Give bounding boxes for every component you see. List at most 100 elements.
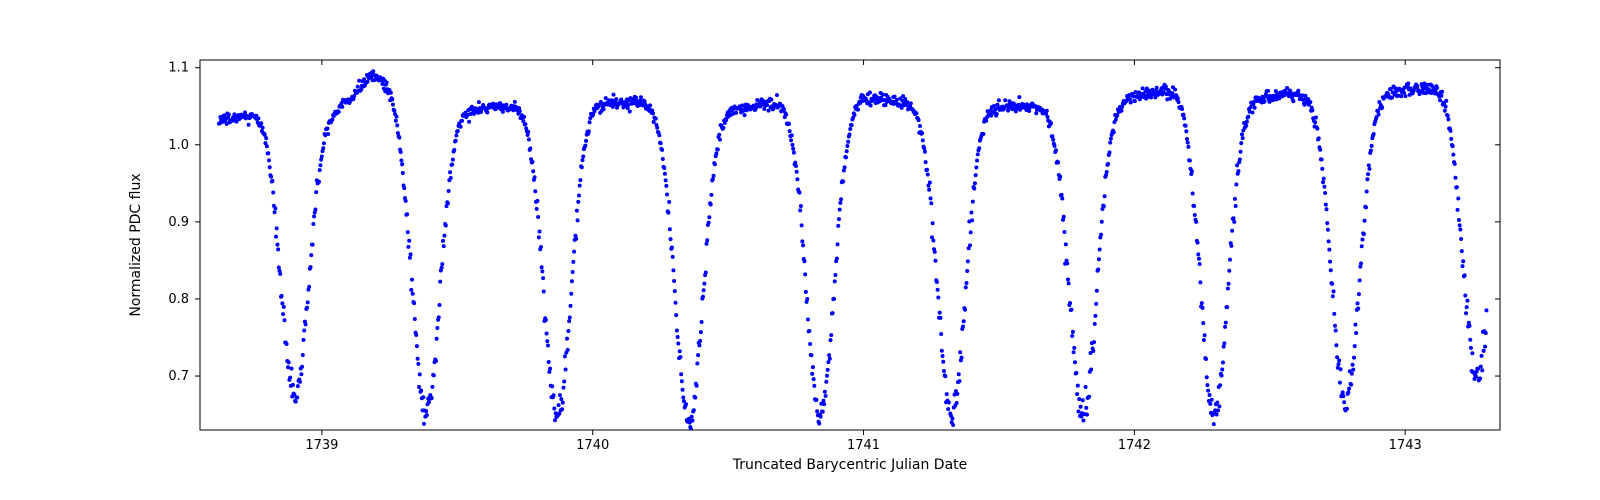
data-point xyxy=(1456,208,1460,212)
y-tick-label: 0.9 xyxy=(168,215,189,230)
data-point xyxy=(411,292,415,296)
data-point xyxy=(1351,368,1355,372)
data-point xyxy=(680,379,684,383)
data-point xyxy=(397,136,401,140)
data-point xyxy=(1218,383,1222,387)
data-point xyxy=(291,383,295,387)
data-point xyxy=(1228,258,1232,262)
data-point xyxy=(957,372,961,376)
data-point xyxy=(294,400,298,404)
data-point xyxy=(1056,161,1060,165)
data-point xyxy=(697,343,701,347)
data-point xyxy=(302,338,306,342)
data-point xyxy=(562,379,566,383)
data-point xyxy=(1478,376,1482,380)
data-point xyxy=(929,201,933,205)
data-point xyxy=(547,360,551,364)
data-point xyxy=(1460,249,1464,253)
data-point xyxy=(281,312,285,316)
data-point xyxy=(278,272,282,276)
data-point xyxy=(678,349,682,353)
data-point xyxy=(1202,338,1206,342)
data-point xyxy=(1484,331,1488,335)
data-point xyxy=(300,365,304,369)
data-point xyxy=(424,409,428,413)
data-point xyxy=(407,239,411,243)
data-point xyxy=(578,184,582,188)
data-point xyxy=(588,120,592,124)
data-point xyxy=(700,320,704,324)
data-point xyxy=(1328,260,1332,264)
data-point xyxy=(1065,261,1069,265)
data-point xyxy=(1108,141,1112,145)
data-point xyxy=(414,333,418,337)
data-point xyxy=(931,221,935,225)
data-point xyxy=(1060,196,1064,200)
data-point xyxy=(812,384,816,388)
data-point xyxy=(401,171,405,175)
data-point xyxy=(921,138,925,142)
data-point xyxy=(1365,190,1369,194)
data-point xyxy=(984,119,988,123)
data-point xyxy=(326,132,330,136)
data-point xyxy=(418,372,422,376)
data-point xyxy=(440,266,444,270)
data-point xyxy=(681,388,685,392)
data-point xyxy=(936,296,940,300)
data-point xyxy=(695,362,699,366)
data-point xyxy=(702,288,706,292)
data-point xyxy=(1341,390,1345,394)
data-point xyxy=(958,350,962,354)
data-point xyxy=(707,215,711,219)
data-point xyxy=(1451,153,1455,157)
data-point xyxy=(1263,99,1267,103)
data-point xyxy=(1093,314,1097,318)
data-point xyxy=(321,146,325,150)
data-point xyxy=(1074,371,1078,375)
data-point xyxy=(1245,120,1249,124)
data-point xyxy=(1227,269,1231,273)
data-point xyxy=(1444,105,1448,109)
data-point xyxy=(957,379,961,383)
data-point xyxy=(406,230,410,234)
data-point xyxy=(1446,114,1450,118)
data-point xyxy=(442,234,446,238)
data-point xyxy=(1222,341,1226,345)
data-point xyxy=(709,193,713,197)
data-point xyxy=(1134,90,1138,94)
data-point xyxy=(936,288,940,292)
data-point xyxy=(784,113,788,117)
data-point xyxy=(832,297,836,301)
data-point xyxy=(1058,175,1062,179)
data-point xyxy=(550,384,554,388)
data-point xyxy=(454,134,458,138)
data-point xyxy=(1216,408,1220,412)
data-point xyxy=(1197,257,1201,261)
data-point xyxy=(881,93,885,97)
data-point xyxy=(1322,185,1326,189)
data-point xyxy=(557,403,561,407)
data-point xyxy=(1251,110,1255,114)
data-point xyxy=(513,100,517,104)
data-point xyxy=(1455,185,1459,189)
data-point xyxy=(1051,138,1055,142)
data-point xyxy=(1463,273,1467,277)
data-point xyxy=(1463,294,1467,298)
data-point xyxy=(964,281,968,285)
data-point xyxy=(669,237,673,241)
data-point xyxy=(1359,262,1363,266)
data-point xyxy=(267,158,271,162)
data-point xyxy=(576,218,580,222)
data-point xyxy=(799,204,803,208)
x-tick-label: 1739 xyxy=(305,438,338,453)
data-point xyxy=(526,130,530,134)
data-point xyxy=(566,348,570,352)
data-point xyxy=(724,118,728,122)
data-point xyxy=(775,93,779,97)
data-point xyxy=(946,407,950,411)
data-point xyxy=(1223,325,1227,329)
data-point xyxy=(1440,90,1444,94)
data-point xyxy=(352,94,356,98)
data-point xyxy=(702,282,706,286)
data-point xyxy=(1449,137,1453,141)
